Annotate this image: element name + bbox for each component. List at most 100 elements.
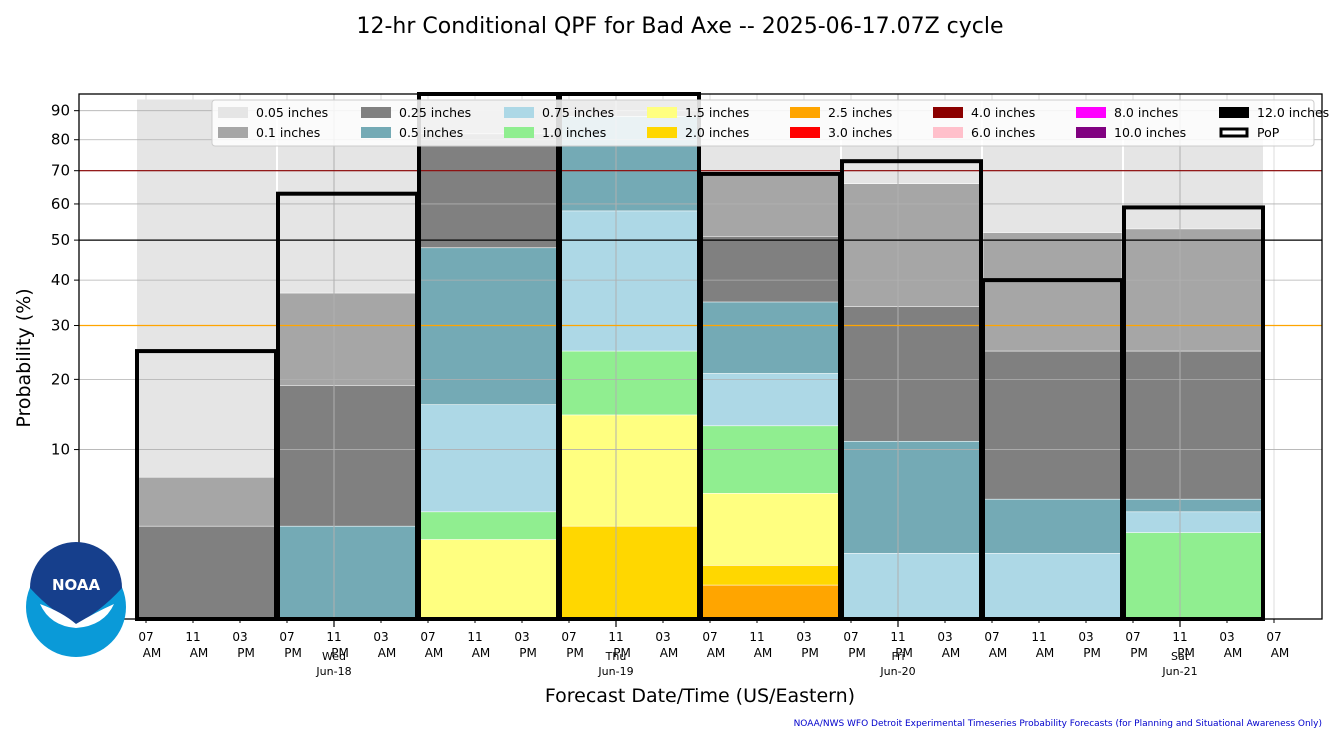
x-tick-label-ampm: PM — [237, 646, 255, 660]
x-tick-label-hour: 03 — [514, 630, 529, 644]
y-tick-label: 50 — [51, 231, 70, 249]
x-tick-label-hour: 07 — [138, 630, 153, 644]
x-tick-label-hour: 11 — [467, 630, 482, 644]
legend-label: 6.0 inches — [971, 125, 1035, 140]
date-label-date: Jun-21 — [1161, 665, 1197, 678]
axes-frame — [78, 93, 1323, 620]
legend-swatch — [933, 107, 963, 118]
x-tick-label-ampm: AM — [660, 646, 679, 660]
x-tick-label-hour: 03 — [937, 630, 952, 644]
x-tick-label-hour: 11 — [890, 630, 905, 644]
y-tick-label: 30 — [51, 317, 70, 335]
x-tick-label-ampm: AM — [942, 646, 961, 660]
legend-swatch — [218, 127, 248, 138]
y-tick-label: 90 — [51, 102, 70, 120]
x-tick-label-hour: 07 — [843, 630, 858, 644]
x-tick-label-hour: 11 — [1172, 630, 1187, 644]
x-tick-label-ampm: PM — [613, 646, 631, 660]
x-tick-label-hour: 07 — [702, 630, 717, 644]
x-tick-label-ampm: PM — [566, 646, 584, 660]
logo-text: NOAA — [52, 576, 101, 594]
legend-box — [211, 99, 1315, 147]
legend-swatch — [361, 127, 391, 138]
legend-label: 0.75 inches — [542, 105, 614, 120]
legend-label: 0.5 inches — [399, 125, 463, 140]
date-label-date: Jun-20 — [879, 665, 915, 678]
legend: 0.05 inches 0.1 inches 0.25 inches 0.5 inch… — [211, 99, 1329, 147]
x-tick-label-ampm: AM — [707, 646, 726, 660]
y-tick-label: 60 — [51, 195, 70, 213]
legend-label: 0.25 inches — [399, 105, 471, 120]
legend-label: 1.5 inches — [685, 105, 749, 120]
legend-label: 4.0 inches — [971, 105, 1035, 120]
legend-swatch — [504, 127, 534, 138]
x-tick-label-ampm: PM — [519, 646, 537, 660]
bar-2-0-inches-p3 — [559, 525, 700, 620]
x-tick-label-ampm: PM — [284, 646, 302, 660]
bar-2-5-inches-p4 — [700, 584, 841, 620]
x-tick-label-ampm: AM — [754, 646, 773, 660]
bar-0-75-inches-p6 — [982, 553, 1123, 620]
y-tick-label: 40 — [51, 271, 70, 289]
bar-0-5-inches-p1 — [277, 525, 418, 620]
legend-swatch — [504, 107, 534, 118]
x-tick-label-hour: 03 — [655, 630, 670, 644]
legend-swatch-pop — [1219, 127, 1249, 138]
x-tick-label-hour: 03 — [1078, 630, 1093, 644]
x-tick-label-hour: 07 — [420, 630, 435, 644]
y-axis-label: Probability (%) — [13, 288, 35, 427]
legend-swatch — [1219, 107, 1249, 118]
x-tick-label-ampm: AM — [472, 646, 491, 660]
legend-swatch — [647, 127, 677, 138]
x-tick-label-ampm: AM — [378, 646, 397, 660]
legend-label: 10.0 inches — [1114, 125, 1186, 140]
x-tick-label-hour: 07 — [1266, 630, 1281, 644]
x-tick-label-ampm: AM — [190, 646, 209, 660]
x-tick-label-ampm: PM — [848, 646, 866, 660]
chart-title: 12-hr Conditional QPF for Bad Axe -- 202… — [356, 14, 1003, 39]
footer-note: NOAA/NWS WFO Detroit Experimental Timese… — [794, 719, 1322, 729]
x-tick-label-hour: 11 — [608, 630, 623, 644]
x-tick-label-ampm: AM — [143, 646, 162, 660]
legend-label: 1.0 inches — [542, 125, 606, 140]
legend-label: 0.05 inches — [256, 105, 328, 120]
y-tick-label: 70 — [51, 162, 70, 180]
bar-0-25-inches-p0 — [136, 525, 277, 620]
x-tick-label-ampm: PM — [1130, 646, 1148, 660]
x-tick-label-ampm: PM — [1083, 646, 1101, 660]
y-tick-label: 80 — [51, 131, 70, 149]
plot-area: 10 20 30 40 50 60 70 80 90 07 AM 11 AM 03 PM 07 PM 11 PM 03… — [51, 92, 1329, 678]
legend-swatch — [218, 107, 248, 118]
x-tick-label-hour: 11 — [326, 630, 341, 644]
bar-0-75-inches-p5 — [841, 553, 982, 620]
x-tick-label-ampm: AM — [1224, 646, 1243, 660]
legend-label: 0.1 inches — [256, 125, 320, 140]
x-tick-label-hour: 11 — [749, 630, 764, 644]
x-tick-label-hour: 03 — [1219, 630, 1234, 644]
legend-swatch — [790, 107, 820, 118]
x-tick-label-ampm: PM — [895, 646, 913, 660]
legend-label: 8.0 inches — [1114, 105, 1178, 120]
legend-swatch — [790, 127, 820, 138]
x-tick-label-ampm: PM — [1177, 646, 1195, 660]
x-tick-label-hour: 03 — [796, 630, 811, 644]
x-tick-label-ampm: PM — [801, 646, 819, 660]
noaa-logo: NOAA — [26, 542, 126, 657]
legend-swatch — [1076, 127, 1106, 138]
legend-label: 12.0 inches — [1257, 105, 1329, 120]
y-tick-label: 20 — [51, 370, 70, 388]
x-tick-label-hour: 11 — [1031, 630, 1046, 644]
x-tick-label-hour: 03 — [373, 630, 388, 644]
date-label-day: Sat — [1171, 650, 1190, 663]
legend-label: 2.5 inches — [828, 105, 892, 120]
x-axis-label: Forecast Date/Time (US/Eastern) — [545, 685, 855, 707]
x-tick-label-hour: 11 — [185, 630, 200, 644]
date-label-day: Wed — [322, 650, 346, 663]
date-label-date: Jun-19 — [597, 665, 633, 678]
x-tick-label-hour: 07 — [1125, 630, 1140, 644]
legend-label: PoP — [1257, 125, 1280, 140]
x-tick-label-ampm: AM — [1036, 646, 1055, 660]
x-tick-label-hour: 07 — [561, 630, 576, 644]
x-tick-label-hour: 07 — [279, 630, 294, 644]
x-tick-label-ampm: PM — [331, 646, 349, 660]
